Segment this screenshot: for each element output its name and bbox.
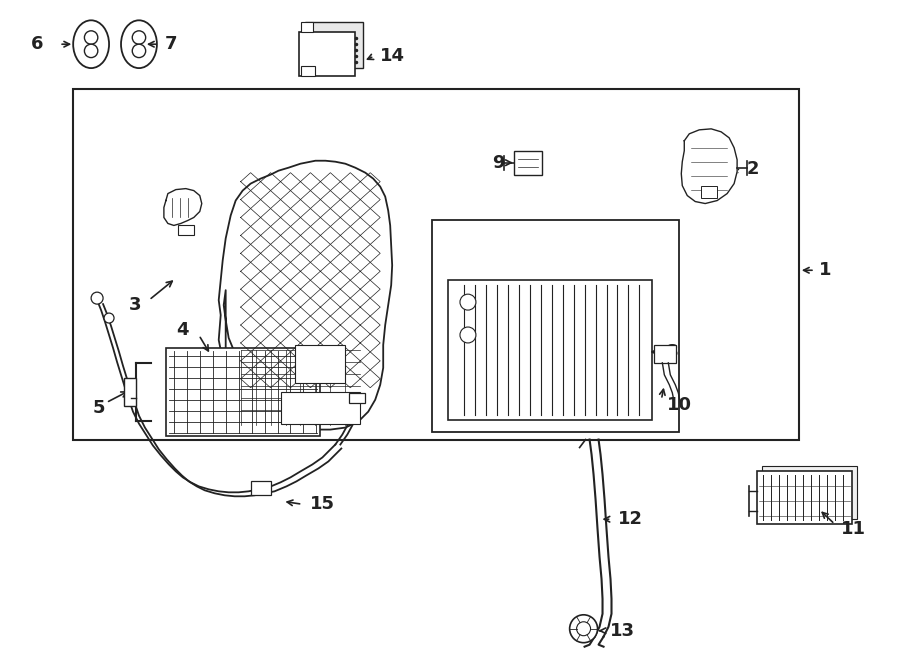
Bar (178, 226, 194, 236)
Circle shape (85, 31, 98, 44)
Bar (762, 467, 857, 519)
Text: 1: 1 (819, 261, 832, 279)
Text: 9: 9 (492, 154, 504, 171)
Polygon shape (219, 161, 392, 430)
Text: 14: 14 (380, 47, 405, 65)
Text: 11: 11 (841, 520, 866, 538)
Bar (250, 481, 271, 495)
Bar (514, 151, 542, 175)
Text: 5: 5 (93, 399, 105, 416)
Bar (166, 348, 320, 436)
Circle shape (104, 313, 114, 323)
Bar (654, 345, 676, 363)
Text: 7: 7 (165, 35, 177, 53)
Ellipse shape (73, 21, 109, 68)
Circle shape (460, 327, 476, 343)
Text: 13: 13 (609, 622, 634, 639)
Ellipse shape (121, 21, 157, 68)
Circle shape (570, 615, 598, 643)
Bar (448, 280, 652, 420)
Bar (295, 345, 346, 383)
Circle shape (91, 292, 104, 304)
Circle shape (85, 44, 98, 58)
Circle shape (132, 44, 146, 58)
Circle shape (577, 622, 590, 636)
Text: 2: 2 (747, 160, 760, 177)
Text: 12: 12 (617, 510, 643, 528)
Bar (281, 392, 360, 424)
Bar (73, 89, 799, 440)
Circle shape (132, 31, 146, 44)
Bar (124, 378, 136, 406)
Bar (302, 66, 315, 76)
Bar (349, 393, 365, 402)
Text: 8: 8 (666, 343, 679, 361)
Text: 10: 10 (667, 396, 692, 414)
Bar (757, 471, 851, 524)
Polygon shape (681, 129, 737, 203)
Text: 4: 4 (176, 321, 188, 339)
Text: 3: 3 (129, 296, 141, 314)
Bar (305, 23, 364, 68)
Text: 6: 6 (32, 35, 44, 53)
Polygon shape (164, 189, 202, 226)
Circle shape (460, 294, 476, 310)
Bar (432, 220, 680, 432)
Text: 15: 15 (310, 495, 336, 513)
Bar (300, 32, 356, 76)
Bar (701, 185, 717, 197)
Bar (302, 23, 313, 32)
